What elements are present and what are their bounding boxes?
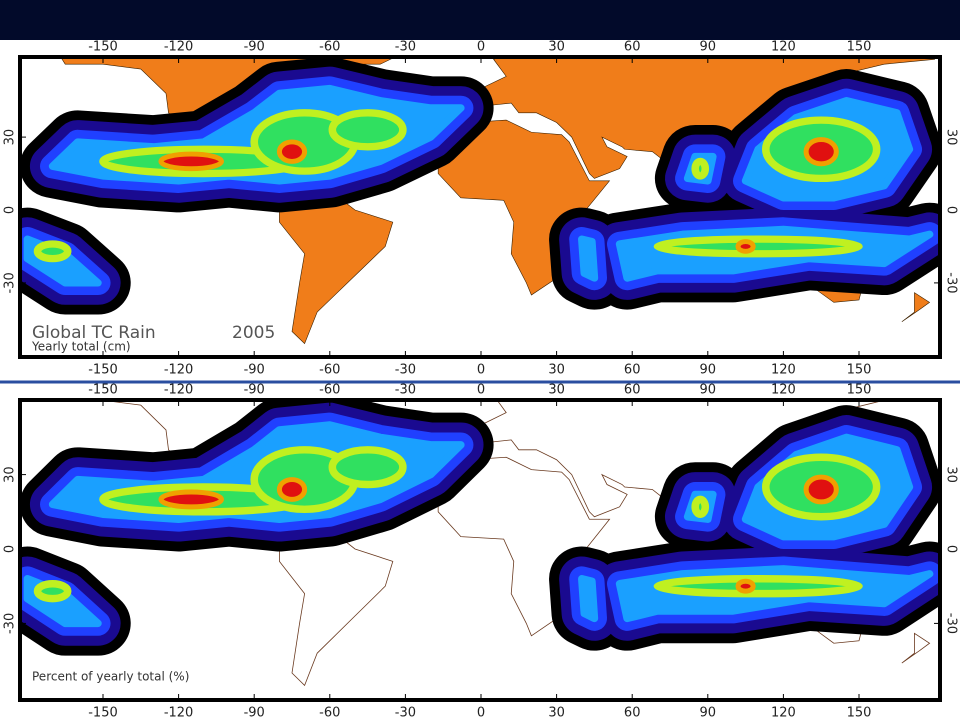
lat-tick-label: 30 — [944, 466, 959, 483]
lat-tick-label: -30 — [944, 272, 959, 293]
lon-tick-label: -90 — [244, 706, 265, 721]
panel-title: Global TC Rain — [32, 323, 156, 343]
lon-tick-label: 0 — [477, 383, 485, 398]
map-panel — [20, 57, 940, 357]
lon-tick-label: 60 — [624, 706, 641, 721]
panel-year: 2005 — [232, 323, 275, 343]
lon-tick-label: -60 — [319, 706, 340, 721]
maps: -150 -150 -120 -120 -90 -90 -60 -60 -30 -30 0 0 30 30… — [3, 40, 959, 721]
lon-tick-label: 120 — [771, 40, 796, 55]
lon-tick-label: -120 — [164, 363, 194, 378]
lat-tick-label: -30 — [3, 272, 18, 293]
lon-tick-label: 90 — [700, 383, 717, 398]
panel-caption: Percent of yearly total (%) — [32, 670, 189, 684]
header-bar — [0, 0, 960, 40]
lon-tick-label: -150 — [88, 40, 118, 55]
lon-tick-label: 30 — [548, 706, 565, 721]
lon-tick-label: 30 — [548, 383, 565, 398]
lat-tick-label: 30 — [3, 466, 18, 483]
lon-tick-label: 90 — [700, 706, 717, 721]
map-frame — [18, 398, 942, 702]
lat-tick-label: 0 — [3, 545, 18, 553]
lon-tick-label: 60 — [624, 363, 641, 378]
lat-tick-label: 0 — [3, 206, 18, 214]
lat-tick-label: 30 — [3, 129, 18, 146]
lon-tick-label: 150 — [847, 40, 872, 55]
panel-caption: Yearly total (cm) — [31, 340, 131, 354]
lat-tick-label: -30 — [944, 613, 959, 634]
lon-tick-label: 120 — [771, 363, 796, 378]
lon-tick-label: -90 — [244, 363, 265, 378]
lon-tick-label: 60 — [624, 40, 641, 55]
lon-tick-label: -60 — [319, 40, 340, 55]
lon-tick-label: 60 — [624, 383, 641, 398]
lat-tick-label: 0 — [944, 206, 959, 214]
lon-tick-label: 150 — [847, 383, 872, 398]
lon-tick-label: -120 — [164, 40, 194, 55]
lon-tick-label: -30 — [395, 706, 416, 721]
lon-tick-label: 0 — [477, 363, 485, 378]
lon-tick-label: -120 — [164, 706, 194, 721]
lon-tick-label: -60 — [319, 363, 340, 378]
lon-tick-label: -150 — [88, 706, 118, 721]
lon-tick-label: -30 — [395, 363, 416, 378]
lon-tick-label: 90 — [700, 40, 717, 55]
lon-tick-label: 0 — [477, 706, 485, 721]
map-panel — [20, 400, 940, 700]
lon-tick-label: 0 — [477, 40, 485, 55]
lon-tick-label: -150 — [88, 383, 118, 398]
lon-tick-label: -120 — [164, 383, 194, 398]
lon-tick-label: 30 — [548, 363, 565, 378]
lon-tick-label: -60 — [319, 383, 340, 398]
lat-tick-label: 0 — [944, 545, 959, 553]
lon-tick-label: -30 — [395, 40, 416, 55]
lon-tick-label: -30 — [395, 383, 416, 398]
lon-tick-label: 90 — [700, 363, 717, 378]
lon-tick-label: 30 — [548, 40, 565, 55]
lon-tick-label: 120 — [771, 383, 796, 398]
lat-tick-label: -30 — [3, 613, 18, 634]
lon-tick-label: -150 — [88, 363, 118, 378]
lon-tick-label: 150 — [847, 706, 872, 721]
lat-tick-label: 30 — [944, 129, 959, 146]
lon-tick-label: 150 — [847, 363, 872, 378]
lon-tick-label: 120 — [771, 706, 796, 721]
map-frame — [18, 55, 942, 359]
lon-tick-label: -90 — [244, 383, 265, 398]
lon-tick-label: -90 — [244, 40, 265, 55]
